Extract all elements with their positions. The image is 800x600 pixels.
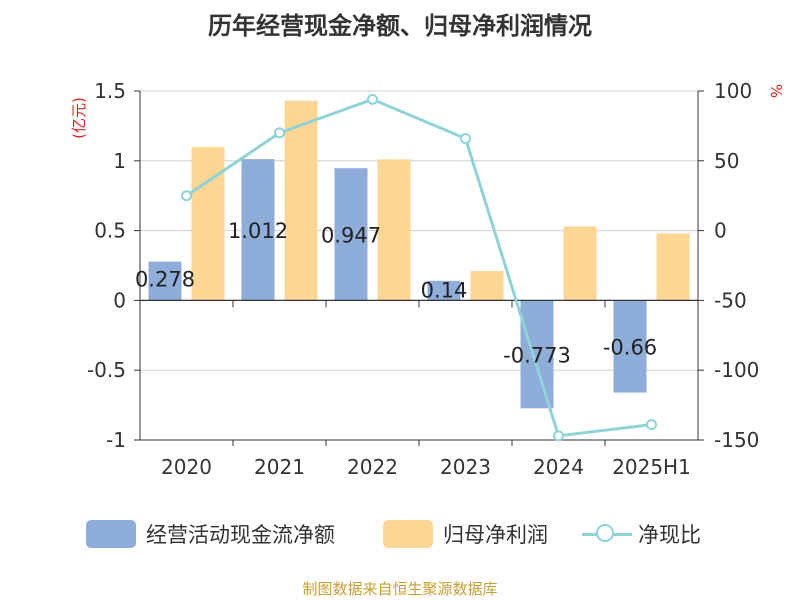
legend-item-cash[interactable]: 经营活动现金流净额 [86,516,335,552]
y-right-tick-label: -50 [714,288,747,312]
chart-title: 历年经营现金净额、归母净利润情况 [208,12,592,40]
cash-data-label-2020: 0.278 [135,267,195,291]
legend-item-profit[interactable]: 归母净利润 [383,516,548,552]
x-tick-label-2021: 2021 [254,455,305,479]
legend-swatch-profit [383,520,433,548]
y-right-tick-label: -100 [714,358,759,382]
x-tick-label-2022: 2022 [347,455,398,479]
x-tick-label-2023: 2023 [440,455,491,479]
y-left-tick-label: 1.5 [94,79,126,103]
ratio-line [185,97,652,438]
profit-bar-2025H1 [656,233,690,301]
x-tick-label-2025H1: 2025H1 [612,455,691,479]
y-right-tick-label: -150 [714,428,759,452]
y-right-tick-label: 100 [714,79,752,103]
cash-bar-2020 [148,261,182,301]
ratio-point-2024 [553,430,564,442]
legend-label-profit: 归母净利润 [443,523,548,547]
cash-bar-2021 [241,159,275,301]
legend: 经营活动现金流净额 归母净利润 净现比 [0,516,800,552]
ratio-point-2025H1 [646,419,657,431]
y-right-tick-label: 50 [714,149,739,173]
y-right-axis-label: % [767,84,785,98]
profit-bar-2023 [470,271,504,301]
profit-bar-2024 [563,226,597,301]
cash-data-label-2021: 1.012 [228,219,288,243]
cash-data-label-2023: 0.14 [421,278,468,302]
profit-bar-2021 [284,100,318,301]
cash-data-label-2024: -0.773 [503,343,571,367]
cash-bar-2022 [334,168,368,301]
x-tick-label-2024: 2024 [533,455,584,479]
profit-bar-2020 [191,146,225,301]
y-left-tick-label: -0.5 [87,358,126,382]
cash-bar-2024 [520,300,554,409]
y-left-tick-label: 0 [113,288,126,312]
cash-bar-2023 [427,280,461,301]
cash-data-label-2025H1: -0.66 [603,335,657,359]
y-left-tick-label: 1 [113,149,126,173]
legend-item-ratio[interactable]: 净现比 [582,516,701,552]
legend-label-cash: 经营活动现金流净额 [146,523,335,547]
source-note: 制图数据来自恒生聚源数据库 [302,580,498,598]
legend-label-ratio: 净现比 [638,523,701,547]
cash-data-label-2022: 0.947 [321,223,381,247]
y-left-tick-label: -1 [106,428,126,452]
y-right-tick-label: 0 [714,219,727,243]
ratio-point-2020 [181,190,192,202]
profit-bar-2022 [377,159,411,301]
x-tick-label-2020: 2020 [161,455,212,479]
legend-swatch-cash [86,520,136,548]
ratio-point-2022 [367,93,378,105]
ratio-point-2021 [274,127,285,139]
y-left-axis-label: (亿元) [70,97,88,139]
cash-bar-2025H1 [613,300,647,393]
legend-line-marker-icon [582,520,632,548]
y-left-tick-label: 0.5 [94,219,126,243]
ratio-point-2023 [460,132,471,144]
